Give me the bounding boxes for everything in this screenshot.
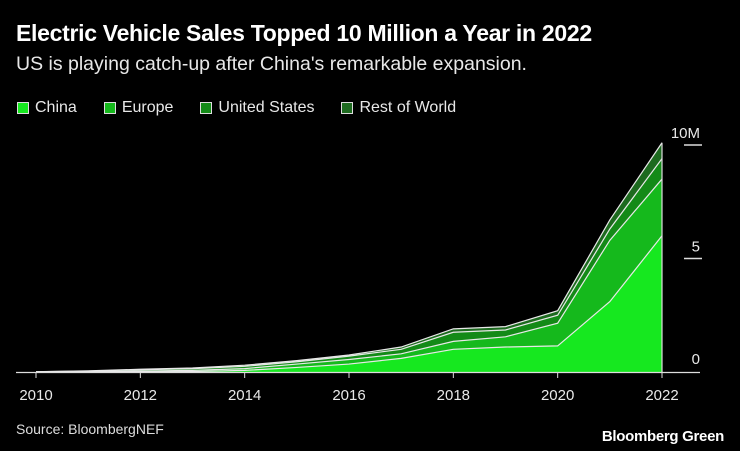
x-tick-label: 2018	[437, 387, 470, 404]
x-tick-label: 2010	[19, 387, 52, 404]
legend-swatch	[200, 102, 213, 114]
legend-swatch	[17, 102, 29, 114]
x-tick-label: 2012	[124, 387, 157, 404]
legend-item: United States	[200, 99, 314, 117]
legend-label: China	[35, 99, 77, 116]
legend: China Europe United States Rest of World	[17, 99, 456, 117]
series-line	[35, 178, 663, 373]
legend-label: Europe	[121, 99, 174, 116]
legend-item: Europe	[103, 99, 174, 117]
x-tick-label: 2020	[541, 387, 574, 404]
source-note: Source: BloombergNEF	[16, 421, 164, 437]
area-china	[36, 235, 662, 372]
y-tick-label: 0	[692, 351, 700, 368]
series-line	[35, 142, 663, 373]
x-tick-label: 2016	[332, 387, 365, 404]
x-tick-label: 2022	[645, 387, 678, 404]
legend-swatch	[103, 102, 116, 114]
legend-item: Rest of World	[341, 99, 456, 117]
legend-item: China	[17, 99, 77, 117]
chart-title: Electric Vehicle Sales Topped 10 Million…	[16, 20, 592, 46]
y-tick-label: 10M	[671, 125, 700, 142]
legend-swatch	[341, 102, 354, 114]
chart-subtitle: US is playing catch-up after China's rem…	[16, 53, 527, 75]
legend-label: United States	[218, 99, 315, 116]
series-line	[35, 235, 663, 373]
brand-logo: Bloomberg Green	[601, 428, 724, 445]
legend-label: Rest of World	[359, 99, 457, 116]
y-tick-label: 5	[692, 239, 700, 256]
x-tick-label: 2014	[228, 387, 261, 404]
